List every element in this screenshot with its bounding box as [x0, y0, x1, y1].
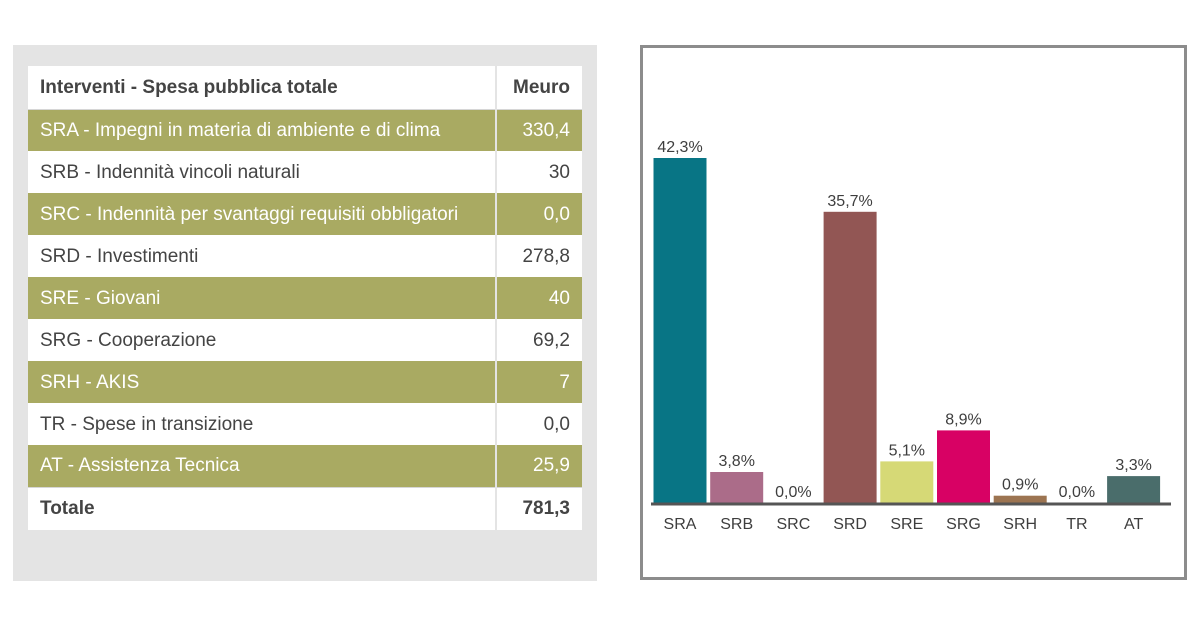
tick-label-tr: TR — [1066, 516, 1087, 533]
tick-label-sre: SRE — [890, 516, 923, 533]
row-value: 40 — [495, 277, 582, 319]
tick-label-srg: SRG — [946, 516, 981, 533]
table-row: SRB - Indennità vincoli naturali 30 — [28, 151, 582, 193]
row-value: 0,0 — [495, 403, 582, 445]
data-label-tr: 0,0% — [1059, 484, 1095, 501]
row-value: 30 — [495, 151, 582, 193]
data-label-src: 0,0% — [775, 484, 811, 501]
row-label: SRG - Cooperazione — [28, 319, 496, 361]
table-row: SRE - Giovani 40 — [28, 277, 582, 319]
row-label: SRA - Impegni in materia di ambiente e d… — [28, 109, 496, 151]
row-value: 278,8 — [495, 235, 582, 277]
data-label-srd: 35,7% — [827, 193, 872, 210]
bar-srd — [823, 211, 877, 504]
data-label-sre: 5,1% — [889, 442, 925, 459]
row-label: AT - Assistenza Tecnica — [28, 445, 496, 487]
data-label-srg: 8,9% — [945, 411, 981, 428]
chart-panel: 42,3% SRA 3,8% SRB 0,0% SRC 35,7% SRD 5,1% SRE 8,9… — [640, 45, 1187, 580]
bar-chart: 42,3% SRA 3,8% SRB 0,0% SRC 35,7% SRD 5,1% SRE 8,9… — [651, 139, 1171, 533]
tick-label-srb: SRB — [720, 516, 753, 533]
table-row: SRC - Indennità per svantaggi requisiti … — [28, 193, 582, 235]
data-label-srb: 3,8% — [718, 453, 754, 470]
header-unit: Meuro — [495, 66, 582, 110]
row-label: SRC - Indennità per svantaggi requisiti … — [28, 193, 496, 235]
bar-sre — [880, 461, 934, 503]
row-value: 69,2 — [495, 319, 582, 361]
table-row: AT - Assistenza Tecnica 25,9 — [28, 445, 582, 487]
tick-label-src: SRC — [777, 516, 811, 533]
row-value: 0,0 — [495, 193, 582, 235]
row-label: SRB - Indennità vincoli naturali — [28, 151, 496, 193]
tick-label-at: AT — [1124, 516, 1143, 533]
bar-sra — [653, 158, 707, 503]
bar-srb — [710, 472, 764, 503]
table-total-row: Totale 781,3 — [28, 486, 582, 530]
table-row: SRD - Investimenti 278,8 — [28, 235, 582, 277]
row-label: SRD - Investimenti — [28, 235, 496, 277]
row-label: SRH - AKIS — [28, 361, 496, 403]
tick-label-srd: SRD — [833, 516, 867, 533]
data-label-at: 3,3% — [1115, 457, 1151, 474]
total-label: Totale — [28, 486, 496, 530]
spending-table: Interventi - Spesa pubblica totale Meuro… — [28, 66, 582, 530]
bar-srg — [937, 430, 990, 503]
data-label-srh: 0,9% — [1002, 477, 1038, 494]
bar-at — [1107, 476, 1161, 503]
bar-srh — [993, 495, 1047, 503]
row-value: 7 — [495, 361, 582, 403]
tick-label-sra: SRA — [664, 516, 697, 533]
table-row: SRA - Impegni in materia di ambiente e d… — [28, 109, 582, 151]
row-value: 25,9 — [495, 445, 582, 487]
data-label-sra: 42,3% — [657, 139, 702, 156]
table-panel: Interventi - Spesa pubblica totale Meuro… — [13, 45, 597, 581]
table-row: SRG - Cooperazione 69,2 — [28, 319, 582, 361]
table-header-row: Interventi - Spesa pubblica totale Meuro — [28, 66, 582, 110]
total-value: 781,3 — [495, 486, 582, 530]
tick-label-srh: SRH — [1003, 516, 1037, 533]
row-value: 330,4 — [495, 109, 582, 151]
row-label: SRE - Giovani — [28, 277, 496, 319]
table-row: SRH - AKIS 7 — [28, 361, 582, 403]
row-label: TR - Spese in transizione — [28, 403, 496, 445]
table-row: TR - Spese in transizione 0,0 — [28, 403, 582, 445]
header-interventions: Interventi - Spesa pubblica totale — [28, 66, 496, 110]
